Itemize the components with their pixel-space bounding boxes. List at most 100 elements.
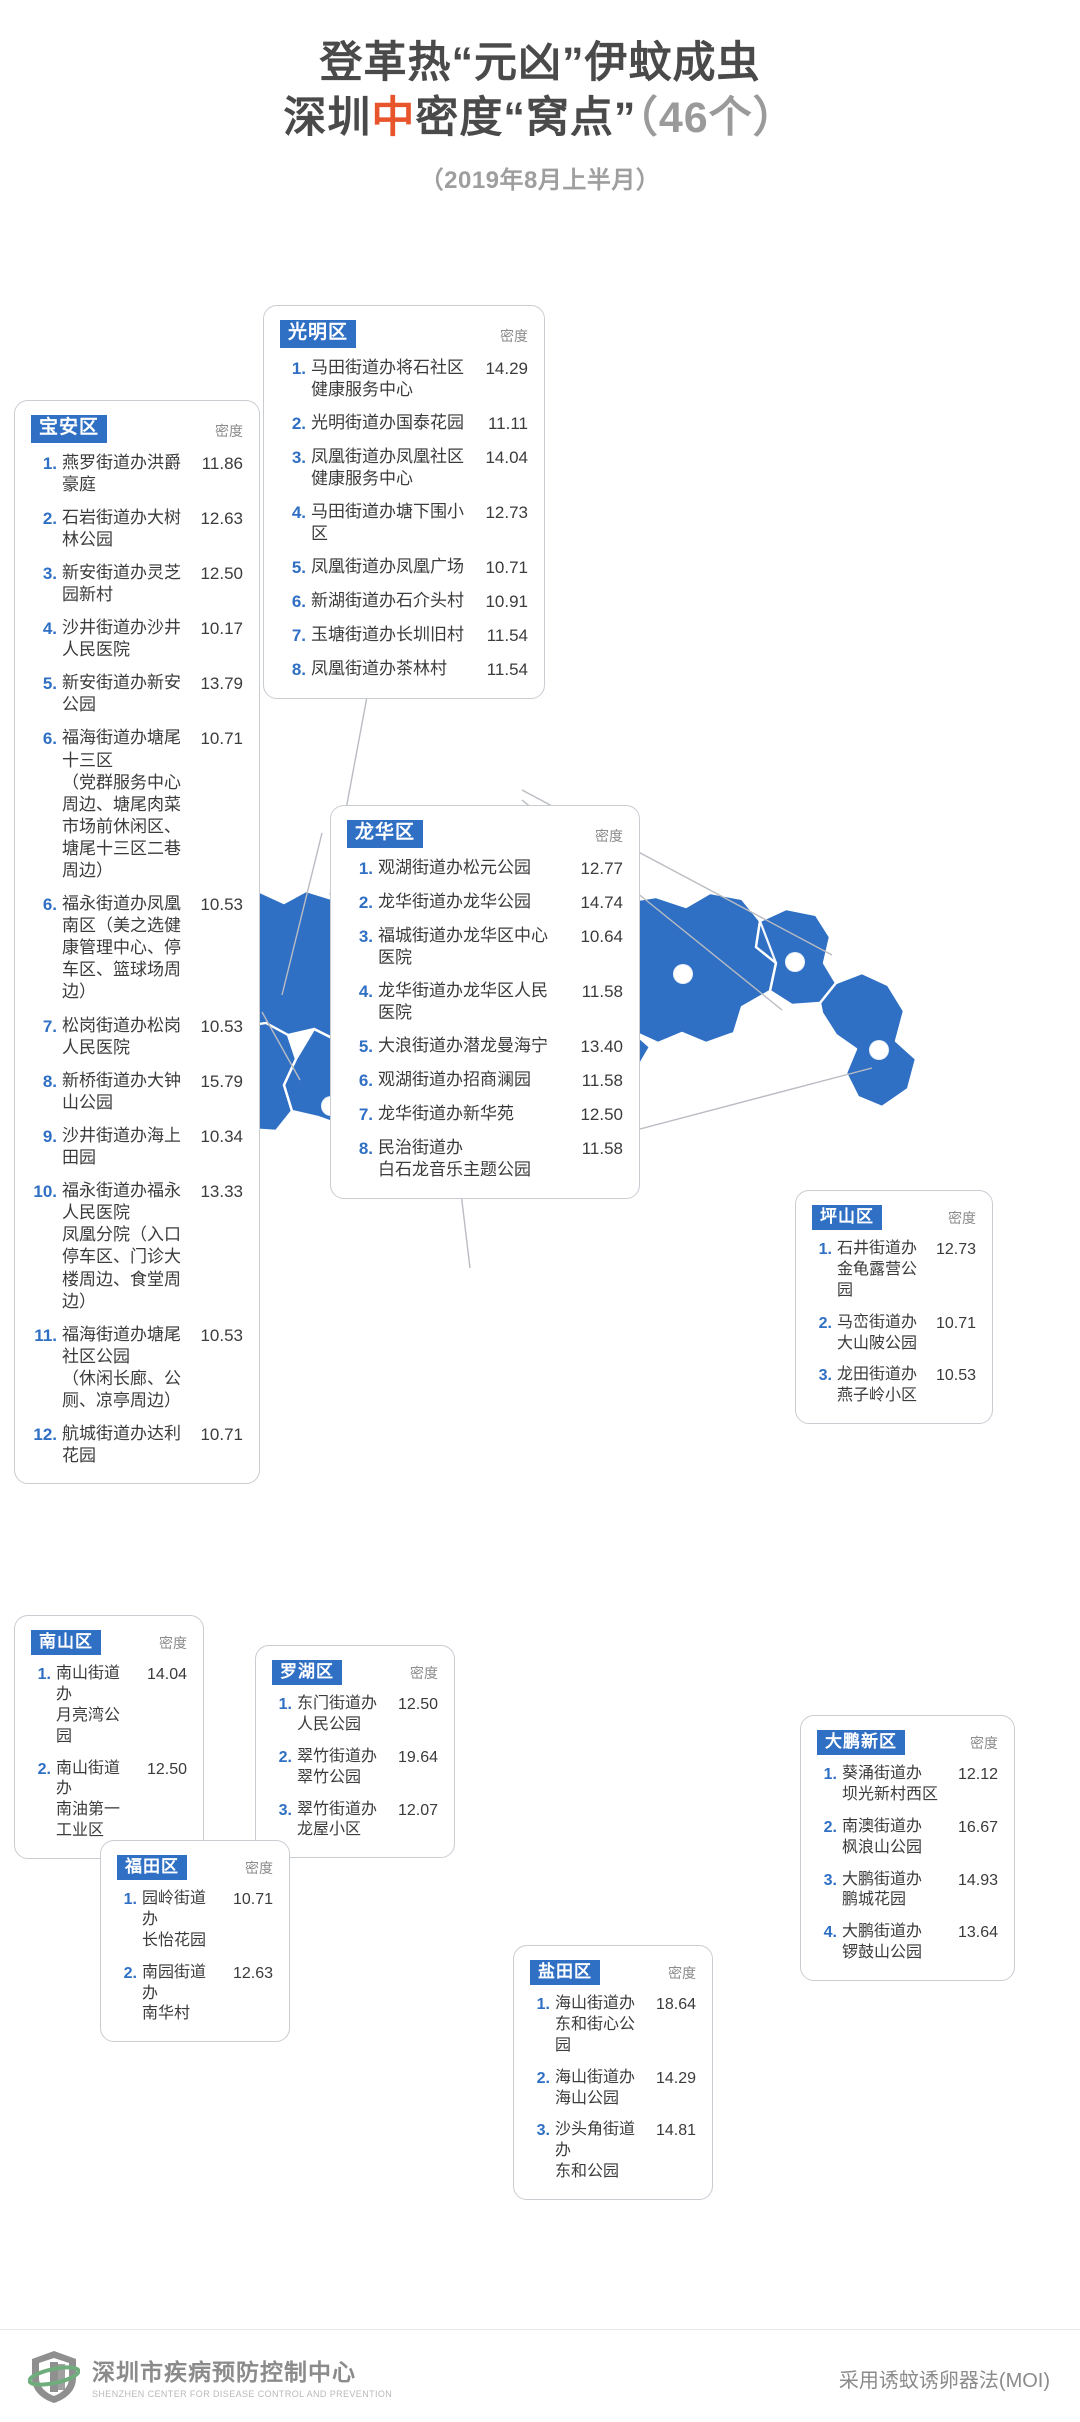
district-card-dapeng[interactable]: 大鹏新区 密度 1. 葵涌街道办 坝光新村西区 12.12 2. 南澳街道办 枫浪山公园 1… <box>800 1715 1015 1981</box>
list-item[interactable]: 1. 石井街道办 金龟露营公园 12.73 <box>812 1239 976 1301</box>
list-item[interactable]: 2. 马峦街道办 大山陂公园 10.71 <box>812 1313 976 1355</box>
district-card-yantian[interactable]: 盐田区 密度 1. 海山街道办 东和街心公园 18.64 2. 海山街道办 海山公园 14.… <box>513 1945 713 2200</box>
list-item[interactable]: 4. 马田街道办塘下围小区 12.73 <box>280 501 528 545</box>
list-item[interactable]: 2. 海山街道办 海山公园 14.29 <box>530 2068 696 2110</box>
item-name: 民治街道办 白石龙音乐主题公园 <box>378 1137 561 1181</box>
list-item[interactable]: 1. 马田街道办将石社区 健康服务中心 14.29 <box>280 357 528 401</box>
item-value: 13.79 <box>200 674 243 694</box>
district-card-nanshan[interactable]: 南山区 密度 1. 南山街道办 月亮湾公园 14.04 2. 南山街道办 南油第一工业区 1… <box>14 1615 204 1859</box>
district-card-guangming[interactable]: 光明区 密度 1. 马田街道办将石社区 健康服务中心 14.29 2. 光明街道办国泰花… <box>263 305 545 699</box>
list-item[interactable]: 2. 南园街道办 南华村 12.63 <box>117 1963 273 2025</box>
list-item[interactable]: 2. 龙华街道办龙华公园 14.74 <box>347 891 623 914</box>
item-name-main: 东门街道办 <box>297 1695 378 1713</box>
title-line-2-post: 密度“窝点” <box>415 94 637 143</box>
item-value: 13.40 <box>580 1037 623 1057</box>
list-item[interactable]: 3. 大鹏街道办 鹏城花园 14.93 <box>817 1870 998 1912</box>
item-name-sub: 坝光新村西区 <box>842 1786 939 1804</box>
list-item[interactable]: 8. 民治街道办 白石龙音乐主题公园 11.58 <box>347 1137 623 1181</box>
item-index: 2. <box>823 1818 837 1836</box>
card-header: 坪山区 密度 <box>812 1205 976 1231</box>
list-item[interactable]: 2. 南山街道办 南油第一工业区 12.50 <box>31 1759 187 1842</box>
list-item[interactable]: 3. 翠竹街道办 龙屋小区 12.07 <box>272 1800 438 1842</box>
list-item[interactable]: 7. 玉塘街道办长圳旧村 11.54 <box>280 624 528 647</box>
list-item[interactable]: 12. 航城街道办达利花园 10.71 <box>31 1423 243 1467</box>
district-card-longhua[interactable]: 龙华区 密度 1. 观湖街道办松元公园 12.77 2. 龙华街道办龙华公园 14.74… <box>330 805 640 1199</box>
item-name: 南园街道办 南华村 <box>142 1963 215 2025</box>
item-value: 10.71 <box>935 1314 976 1332</box>
list-item[interactable]: 7. 龙华街道办新华苑 12.50 <box>347 1103 623 1126</box>
item-name-main: 马峦街道办 <box>837 1313 918 1331</box>
list-item[interactable]: 4. 沙井街道办沙井人民医院 10.17 <box>31 617 243 661</box>
list-item[interactable]: 3. 福城街道办龙华区中心医院 10.64 <box>347 925 623 969</box>
list-item[interactable]: 3. 凤凰街道办凤凰社区 健康服务中心 14.04 <box>280 446 528 490</box>
list-item[interactable]: 1. 葵涌街道办 坝光新村西区 12.12 <box>817 1764 998 1806</box>
item-index: 3. <box>536 2122 550 2140</box>
item-value: 12.63 <box>232 1964 273 1982</box>
list-item[interactable]: 3. 沙头角街道办 东和公园 14.81 <box>530 2120 696 2182</box>
item-name: 大鹏街道办 锣鼓山公园 <box>842 1922 940 1964</box>
list-item[interactable]: 6. 福海街道办塘尾十三区 （党群服务中心周边、塘尾肉菜市场前休闲区、塘尾十三区二巷… <box>31 727 243 882</box>
list-item[interactable]: 1. 园岭街道办 长怡花园 10.71 <box>117 1889 273 1951</box>
district-card-luohu[interactable]: 罗湖区 密度 1. 东门街道办 人民公园 12.50 2. 翠竹街道办 翠竹公园 19.64… <box>255 1645 455 1859</box>
item-name-main: 南山街道办 <box>56 1665 121 1704</box>
item-value: 16.67 <box>957 1818 998 1836</box>
list-item[interactable]: 9. 沙井街道办海上田园 10.34 <box>31 1125 243 1169</box>
item-name-main: 福海街道办塘尾社区公园 <box>62 1324 181 1366</box>
item-name-main: 葵涌街道办 <box>842 1765 923 1783</box>
list-item[interactable]: 2. 石岩街道办大树林公园 12.63 <box>31 507 243 551</box>
list-item[interactable]: 8. 新桥街道办大钟山公园 15.79 <box>31 1070 243 1114</box>
list-item[interactable]: 1. 东门街道办 人民公园 12.50 <box>272 1694 438 1736</box>
list-item[interactable]: 5. 凤凰街道办凤凰广场 10.71 <box>280 556 528 579</box>
district-badge: 龙华区 <box>347 820 424 848</box>
list-item[interactable]: 2. 翠竹街道办 翠竹公园 19.64 <box>272 1747 438 1789</box>
list-item[interactable]: 3. 龙田街道办 燕子岭小区 10.53 <box>812 1365 976 1407</box>
item-index: 6. <box>42 729 57 749</box>
list-item[interactable]: 4. 大鹏街道办 锣鼓山公园 13.64 <box>817 1922 998 1964</box>
item-index: 6. <box>358 1071 373 1091</box>
district-card-baoan[interactable]: 宝安区 密度 1. 燕罗街道办洪爵豪庭 11.86 2. 石岩街道办大树林公园 12.6… <box>14 400 260 1485</box>
item-name-main: 福永街道办福永人民医院 <box>62 1181 181 1223</box>
list-item[interactable]: 4. 龙华街道办龙华区人民医院 11.58 <box>347 980 623 1024</box>
item-index: 2. <box>536 2069 550 2087</box>
item-name-main: 南山街道办 <box>56 1759 121 1798</box>
item-name-sub: 海山公园 <box>555 2089 620 2107</box>
list-item[interactable]: 3. 新安街道办灵芝园新村 12.50 <box>31 562 243 606</box>
item-name-main: 凤凰街道办凤凰社区 <box>311 446 464 466</box>
list-item[interactable]: 2. 光明街道办国泰花园 11.11 <box>280 412 528 435</box>
list-item[interactable]: 6. 观湖街道办招商澜园 11.58 <box>347 1069 623 1092</box>
list-item[interactable]: 5. 新安街道办新安公园 13.79 <box>31 672 243 716</box>
list-item[interactable]: 10. 福永街道办福永人民医院 凤凰分院（入口停车区、门诊大楼周边、食堂周边） 13.… <box>31 1180 243 1313</box>
list-item[interactable]: 2. 南澳街道办 枫浪山公园 16.67 <box>817 1817 998 1859</box>
list-item[interactable]: 7. 松岗街道办松岗人民医院 10.53 <box>31 1015 243 1059</box>
list-item[interactable]: 6. 福永街道办凤凰南区（美之选健康管理中心、停车区、篮球场周边） 10.53 <box>31 893 243 1003</box>
item-name: 翠竹街道办 翠竹公园 <box>297 1747 380 1789</box>
district-badge: 盐田区 <box>530 1960 600 1986</box>
list-item[interactable]: 1. 燕罗街道办洪爵豪庭 11.86 <box>31 452 243 496</box>
item-name-main: 龙田街道办 <box>837 1366 918 1384</box>
list-item[interactable]: 11. 福海街道办塘尾社区公园 （休闲长廊、公厕、凉亭周边） 10.53 <box>31 1324 243 1412</box>
org-name-en: SHENZHEN CENTER FOR DISEASE CONTROL AND … <box>92 2388 393 2399</box>
district-card-futian[interactable]: 福田区 密度 1. 园岭街道办 长怡花园 10.71 2. 南园街道办 南华村 12.63 <box>100 1840 290 2043</box>
item-index: 2. <box>291 413 306 433</box>
district-item-list: 1. 马田街道办将石社区 健康服务中心 14.29 2. 光明街道办国泰花园 11.11 … <box>280 357 528 682</box>
district-card-pingshan[interactable]: 坪山区 密度 1. 石井街道办 金龟露营公园 12.73 2. 马峦街道办 大山陂公园 10… <box>795 1190 993 1424</box>
list-item[interactable]: 5. 大浪街道办潜龙曼海宁 13.40 <box>347 1035 623 1058</box>
item-value: 12.77 <box>580 858 623 878</box>
item-index: 6. <box>42 895 57 915</box>
item-index: 2. <box>358 892 373 912</box>
list-item[interactable]: 1. 南山街道办 月亮湾公园 14.04 <box>31 1664 187 1747</box>
item-name: 海山街道办 海山公园 <box>555 2068 638 2110</box>
item-name: 南澳街道办 枫浪山公园 <box>842 1817 940 1859</box>
item-name: 福海街道办塘尾十三区 （党群服务中心周边、塘尾肉菜市场前休闲区、塘尾十三区二巷周边… <box>62 727 181 882</box>
item-name: 凤凰街道办凤凰广场 <box>311 557 464 577</box>
item-name: 新桥街道办大钟山公园 <box>62 1070 181 1112</box>
item-name-sub: 东和街心公园 <box>555 2016 636 2054</box>
list-item[interactable]: 1. 海山街道办 东和街心公园 18.64 <box>530 1994 696 2056</box>
item-index: 2. <box>278 1748 292 1766</box>
item-name-sub: 月亮湾公园 <box>56 1706 121 1745</box>
item-index: 5. <box>358 1037 373 1057</box>
density-label: 密度 <box>970 1735 998 1752</box>
list-item[interactable]: 1. 观湖街道办松元公园 12.77 <box>347 857 623 880</box>
list-item[interactable]: 8. 凤凰街道办茶林村 11.54 <box>280 658 528 681</box>
list-item[interactable]: 6. 新湖街道办石介头村 10.91 <box>280 590 528 613</box>
